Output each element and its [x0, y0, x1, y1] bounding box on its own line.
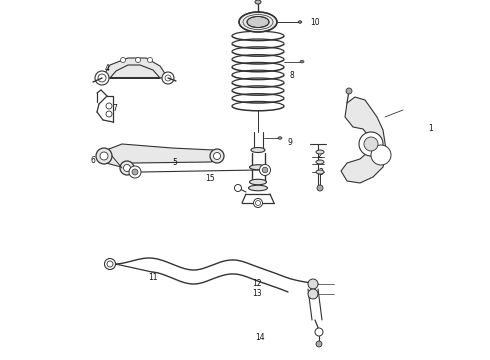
Text: 1: 1	[428, 123, 433, 132]
Circle shape	[96, 148, 112, 164]
Circle shape	[210, 149, 224, 163]
Ellipse shape	[247, 17, 269, 27]
Circle shape	[308, 289, 318, 299]
Text: 6: 6	[90, 156, 95, 165]
Circle shape	[136, 58, 141, 63]
Text: 3: 3	[318, 167, 323, 176]
Ellipse shape	[251, 148, 265, 153]
Circle shape	[316, 341, 322, 347]
Circle shape	[260, 165, 270, 176]
Text: 10: 10	[310, 18, 319, 27]
Circle shape	[214, 153, 220, 159]
Ellipse shape	[248, 185, 268, 191]
Circle shape	[104, 258, 116, 270]
Polygon shape	[106, 144, 221, 168]
Text: 8: 8	[290, 71, 295, 80]
Text: 7: 7	[112, 104, 117, 112]
Circle shape	[106, 111, 112, 117]
Text: 5: 5	[172, 158, 177, 166]
Ellipse shape	[255, 0, 261, 4]
Circle shape	[317, 185, 323, 191]
Circle shape	[100, 152, 108, 160]
Circle shape	[147, 58, 152, 63]
Ellipse shape	[316, 170, 324, 174]
Circle shape	[95, 71, 109, 85]
Text: 14: 14	[255, 333, 265, 342]
Circle shape	[364, 137, 378, 151]
Circle shape	[235, 184, 242, 192]
Circle shape	[106, 103, 112, 109]
Circle shape	[132, 169, 138, 175]
Circle shape	[262, 167, 268, 173]
Text: 11: 11	[148, 274, 157, 283]
Circle shape	[253, 198, 263, 207]
Circle shape	[120, 161, 134, 175]
Ellipse shape	[239, 12, 277, 32]
Circle shape	[162, 72, 174, 84]
Text: 13: 13	[252, 289, 262, 298]
Text: 12: 12	[252, 279, 262, 288]
Circle shape	[308, 279, 318, 289]
Ellipse shape	[300, 60, 304, 63]
Circle shape	[129, 166, 141, 178]
Text: 2: 2	[318, 150, 323, 159]
Circle shape	[315, 328, 323, 336]
Polygon shape	[341, 97, 387, 183]
Text: 9: 9	[288, 138, 293, 147]
Circle shape	[346, 88, 352, 94]
Circle shape	[123, 165, 130, 171]
Text: 15: 15	[205, 174, 215, 183]
Circle shape	[371, 145, 391, 165]
Circle shape	[121, 58, 125, 63]
Text: 4: 4	[105, 63, 110, 72]
Ellipse shape	[249, 165, 267, 170]
Ellipse shape	[298, 21, 302, 23]
Ellipse shape	[249, 179, 267, 185]
Polygon shape	[102, 58, 168, 78]
Ellipse shape	[316, 160, 324, 164]
Ellipse shape	[316, 150, 324, 154]
Circle shape	[359, 132, 383, 156]
Ellipse shape	[278, 137, 282, 139]
